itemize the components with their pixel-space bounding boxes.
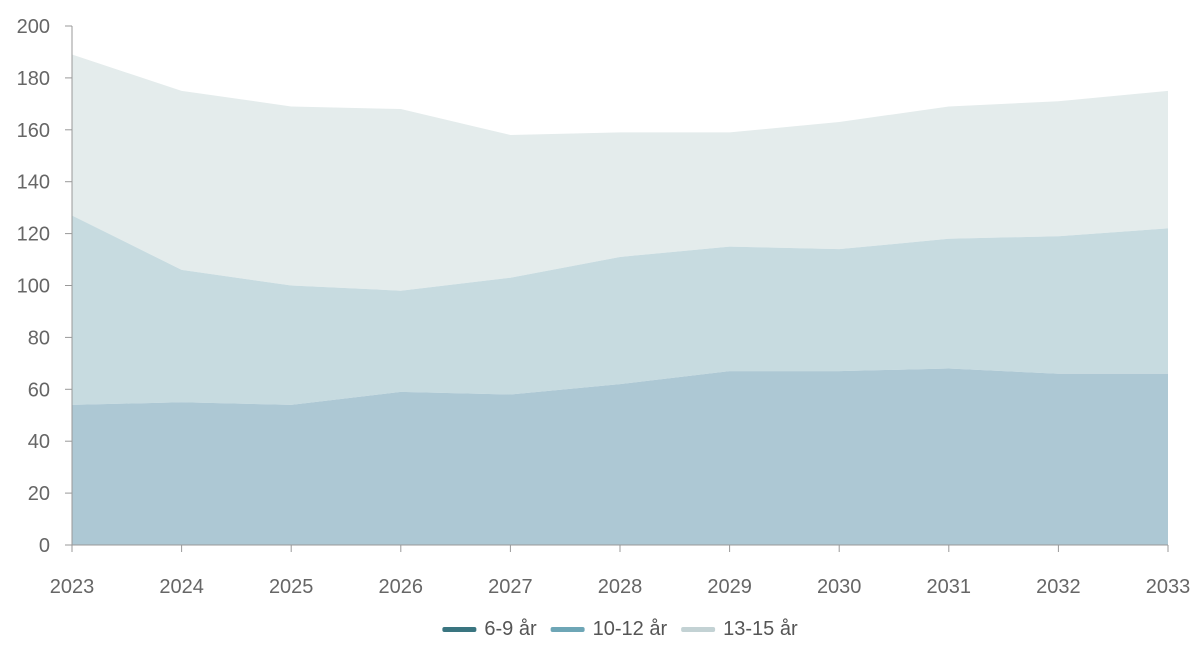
y-tick-label: 120 bbox=[17, 224, 50, 246]
area-series-6-9-r bbox=[72, 368, 1168, 545]
x-axis-ticks: 2023 2024 2025 2026 2027 2028 2029 2030 2031 2032… bbox=[50, 545, 1191, 598]
legend-label-10-12-r: 10-12 år bbox=[593, 618, 668, 640]
y-tick-label: 60 bbox=[28, 379, 50, 401]
area-series-10-12-r bbox=[72, 215, 1168, 405]
x-tick-label: 2025 bbox=[269, 576, 314, 598]
x-tick-label: 2032 bbox=[1036, 576, 1081, 598]
y-axis-ticks: 0 20 40 60 80 100 120 140 160 180 200 bbox=[17, 16, 72, 557]
area-layer bbox=[72, 54, 1168, 545]
y-tick-label: 0 bbox=[39, 535, 50, 557]
y-tick-label: 40 bbox=[28, 431, 50, 453]
x-tick-label: 2028 bbox=[598, 576, 643, 598]
x-tick-label: 2023 bbox=[50, 576, 95, 598]
x-tick-label: 2031 bbox=[927, 576, 972, 598]
legend-swatch-6-9-r bbox=[442, 627, 477, 632]
legend-swatch-13-15-r bbox=[681, 627, 716, 632]
y-tick-label: 140 bbox=[17, 172, 50, 194]
x-tick-label: 2026 bbox=[379, 576, 424, 598]
x-tick-label: 2030 bbox=[817, 576, 862, 598]
y-tick-label: 20 bbox=[28, 483, 50, 505]
y-tick-label: 160 bbox=[17, 120, 50, 142]
y-tick-label: 80 bbox=[28, 327, 50, 349]
legend-label-6-9-r: 6-9 år bbox=[484, 618, 537, 640]
legend-label-13-15-r: 13-15 år bbox=[723, 618, 798, 640]
x-tick-label: 2029 bbox=[707, 576, 752, 598]
legend-swatch-10-12-r bbox=[550, 627, 585, 632]
legend: 6-9 år 10-12 år 13-15 år bbox=[442, 618, 798, 640]
x-tick-label: 2024 bbox=[159, 576, 204, 598]
y-tick-label: 180 bbox=[17, 68, 50, 90]
y-tick-label: 100 bbox=[17, 276, 50, 298]
x-tick-label: 2027 bbox=[488, 576, 533, 598]
y-tick-label: 200 bbox=[17, 16, 50, 38]
area-series-13-15-r bbox=[72, 54, 1168, 291]
x-tick-label: 2033 bbox=[1146, 576, 1191, 598]
